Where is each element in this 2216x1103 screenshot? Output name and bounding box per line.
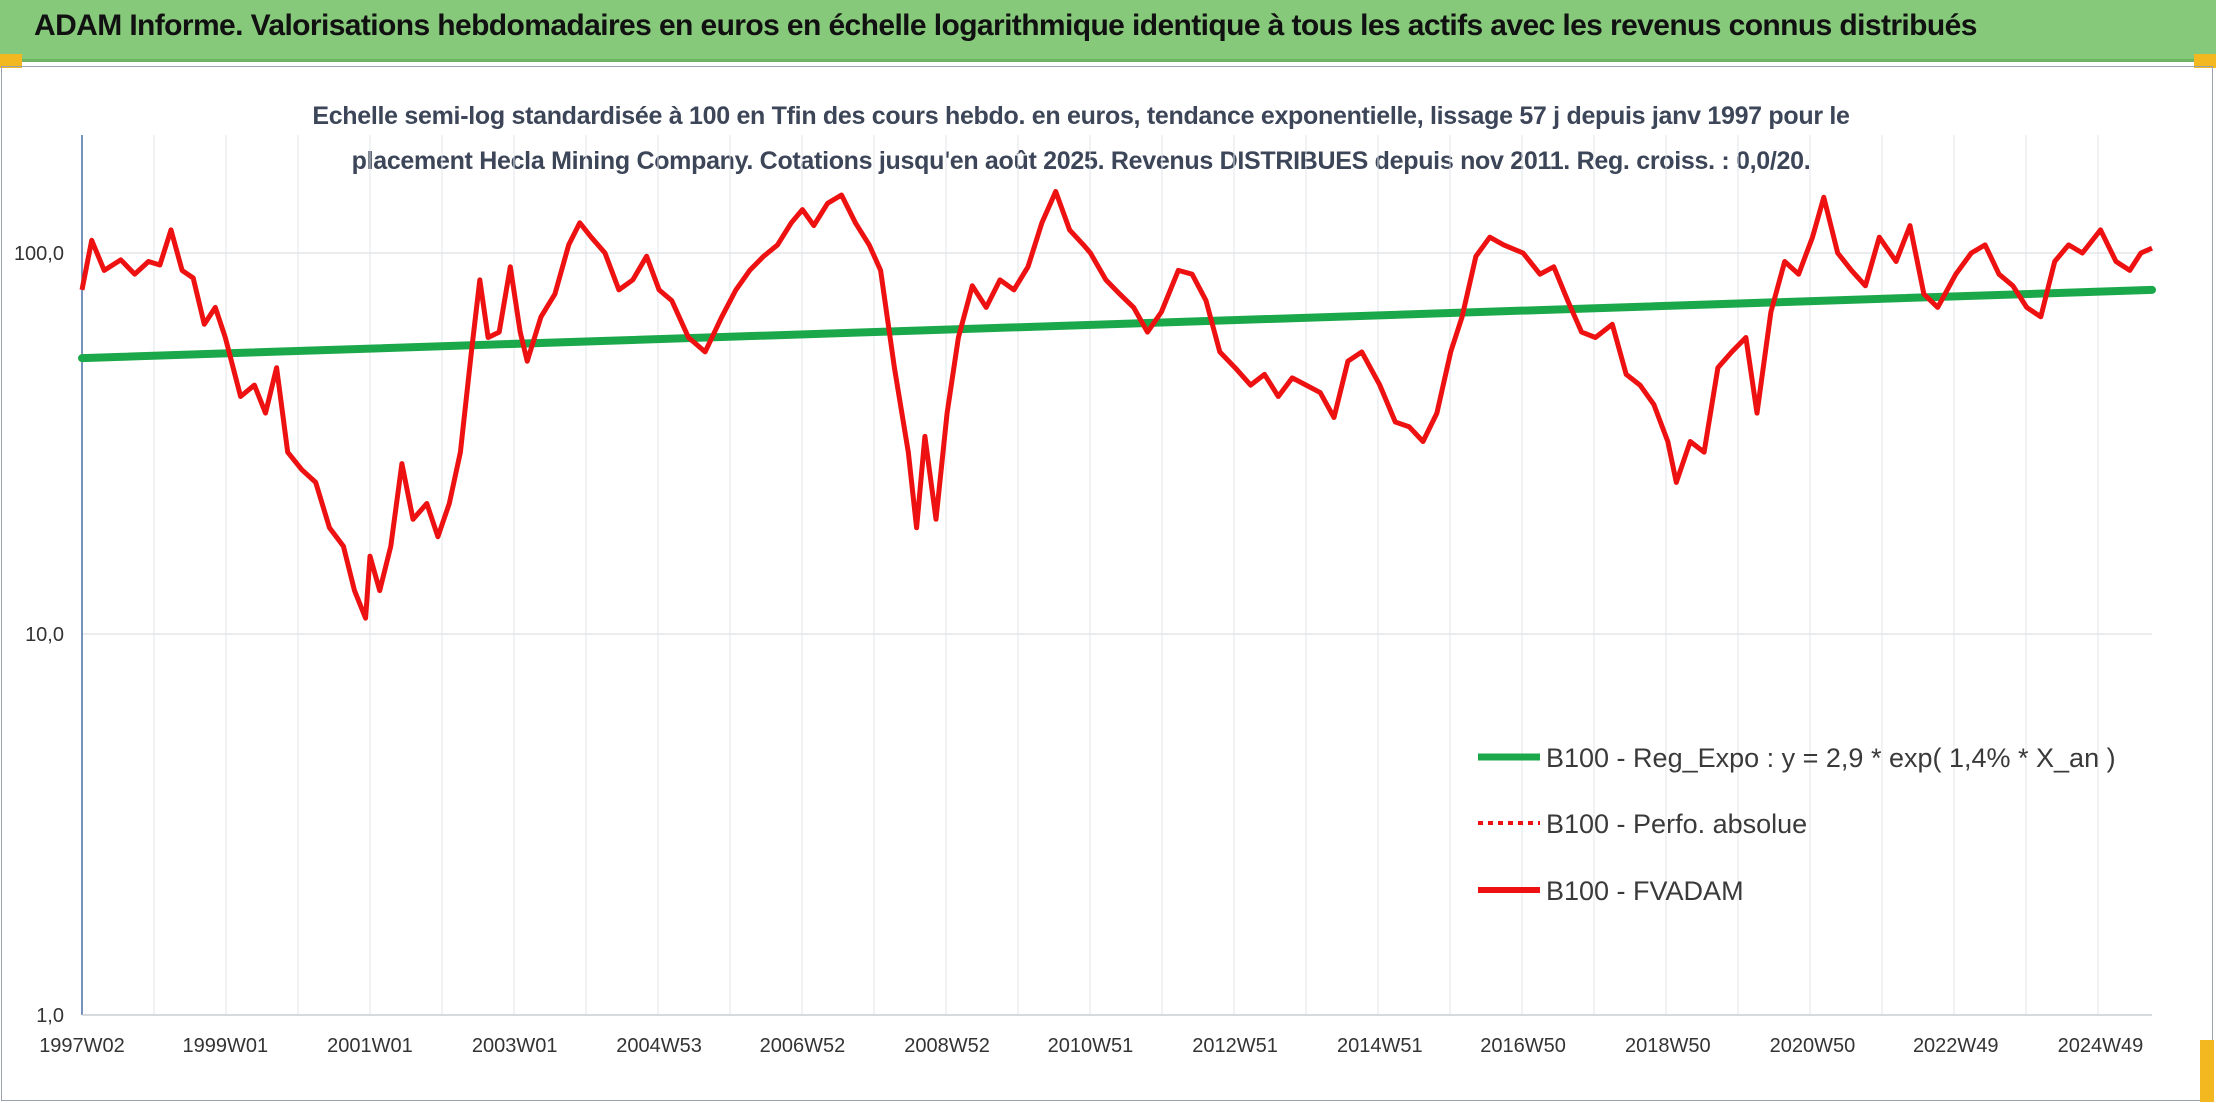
x-tick-label: 2016W50	[1480, 1035, 1566, 1057]
series	[78, 189, 2156, 621]
x-tick-label: 2020W50	[1770, 1035, 1856, 1057]
corner-accent-right	[2194, 54, 2216, 68]
y-tick-label: 100,0	[14, 243, 64, 265]
x-tick-label: 2003W01	[472, 1035, 558, 1057]
x-tick-label: 2008W52	[904, 1035, 990, 1057]
legend-label: B100 - Perfo. absolue	[1546, 809, 1807, 839]
x-tick-label: 2024W49	[2058, 1035, 2144, 1057]
x-tick-label: 2006W52	[760, 1035, 846, 1057]
gridlines	[82, 135, 2152, 1016]
title-banner: ADAM Informe. Valorisations hebdomadaire…	[0, 0, 2216, 62]
chart-frame	[1, 66, 2213, 1101]
legend-label: B100 - FVADAM	[1546, 876, 1744, 906]
report-title: ADAM Informe. Valorisations hebdomadaire…	[34, 9, 1977, 42]
chart-subtitle-line-1: Echelle semi-log standardisée à 100 en T…	[312, 102, 1850, 130]
side-accent-bar	[2200, 1040, 2214, 1102]
series-reg-expo-line	[78, 285, 2156, 363]
y-tick-label: 10,0	[25, 624, 64, 646]
x-tick-label: 1997W02	[39, 1035, 125, 1057]
x-tick-label: 1999W01	[182, 1035, 268, 1057]
x-tick-label: 2004W53	[616, 1035, 702, 1057]
axes: 1,0 10,0 100,0 1997W02 1999W01 2001W01 2003W01…	[14, 135, 2152, 1057]
legend-label: B100 - Reg_Expo : y = 2,9 * exp( 1,4% * …	[1546, 743, 2116, 773]
x-tick-label: 2022W49	[1913, 1035, 1999, 1057]
x-tick-label: 2010W51	[1048, 1035, 1134, 1057]
legend: B100 - Reg_Expo : y = 2,9 * exp( 1,4% * …	[1478, 743, 2116, 906]
x-tick-label: 2001W01	[327, 1035, 413, 1057]
chart-subtitle: Echelle semi-log standardisée à 100 en T…	[0, 94, 2216, 184]
y-tick-label: 1,0	[36, 1005, 64, 1027]
chart-subtitle-line-2: placement Hecla Mining Company. Cotation…	[351, 147, 1811, 175]
x-tick-label: 2012W51	[1192, 1035, 1278, 1057]
series-fvadam-line	[79, 189, 2154, 621]
corner-accent-left	[0, 54, 22, 68]
x-tick-label: 2014W51	[1337, 1035, 1423, 1057]
x-tick-label: 2018W50	[1625, 1035, 1711, 1057]
